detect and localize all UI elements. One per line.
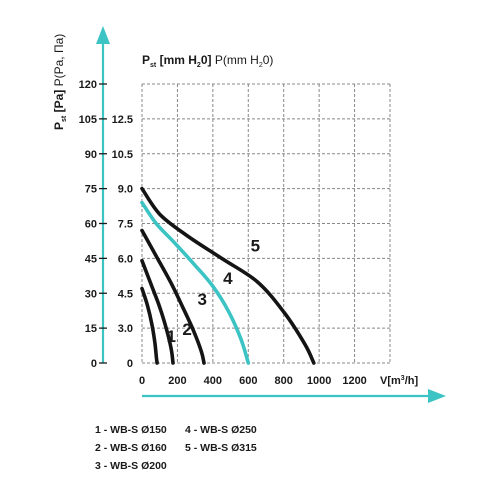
y-axis-label-mm: Pst [mm H20] P(mm H20) xyxy=(142,53,273,69)
legend-item-5: 5 - WB-S Ø315 xyxy=(185,442,257,454)
y-tick-label-pa: 105 xyxy=(79,114,97,126)
y-tick-label-pa: 45 xyxy=(85,253,97,265)
x-tick-label: 800 xyxy=(275,375,293,387)
legend-item-2: 2 - WB-S Ø160 xyxy=(95,442,167,454)
y-tick-label-pa: 60 xyxy=(85,219,97,231)
y-tick-label-pa: 120 xyxy=(79,79,97,91)
y-tick-label-mm: 12.5 xyxy=(112,114,133,126)
legend-item-3: 3 - WB-S Ø200 xyxy=(95,460,167,472)
series-label-5: 5 xyxy=(251,236,260,255)
series-label-2: 2 xyxy=(182,320,191,339)
series-line-3 xyxy=(140,228,206,365)
y-tick-label-mm: 9.0 xyxy=(118,184,133,196)
x-tick-label: 1200 xyxy=(342,375,366,387)
x-axis-arrow-head xyxy=(428,389,446,403)
y-tick-label-mm: 3.0 xyxy=(118,323,133,335)
x-tick-label: 400 xyxy=(204,375,222,387)
series-label-3: 3 xyxy=(197,290,206,309)
series-line-2 xyxy=(140,258,175,365)
series-line-4 xyxy=(140,200,251,365)
x-tick-label: 600 xyxy=(239,375,257,387)
series-label-1: 1 xyxy=(166,327,175,346)
y-axis-label-pa: Pst [Pa] P(Pa, Па) xyxy=(52,34,68,130)
y-tick-label-mm: 0 xyxy=(127,358,133,370)
y-tick-label-mm: 7.5 xyxy=(118,219,133,231)
y-tick-label-mm: 6.0 xyxy=(118,253,133,265)
y-tick-label-pa: 15 xyxy=(85,323,97,335)
y-tick-label-pa: 30 xyxy=(85,288,97,300)
y-tick-label-pa: 0 xyxy=(91,358,97,370)
y-tick-label-mm: 10.5 xyxy=(112,149,133,161)
y-axis-arrow-head xyxy=(96,26,110,44)
series-line-5 xyxy=(140,186,316,365)
legend-item-1: 1 - WB-S Ø150 xyxy=(95,424,167,436)
y-tick-label-pa: 90 xyxy=(85,149,97,161)
y-tick-label-pa: 75 xyxy=(85,184,97,196)
series-line-1 xyxy=(140,286,159,365)
series-label-4: 4 xyxy=(223,269,233,288)
x-tick-label: 200 xyxy=(168,375,186,387)
x-tick-label: 0 xyxy=(139,375,145,387)
x-axis-label: V[m3/h] xyxy=(380,375,418,387)
y-tick-label-mm: 4.5 xyxy=(118,288,133,300)
legend-item-4: 4 - WB-S Ø250 xyxy=(185,424,257,436)
x-tick-label: 1000 xyxy=(307,375,331,387)
